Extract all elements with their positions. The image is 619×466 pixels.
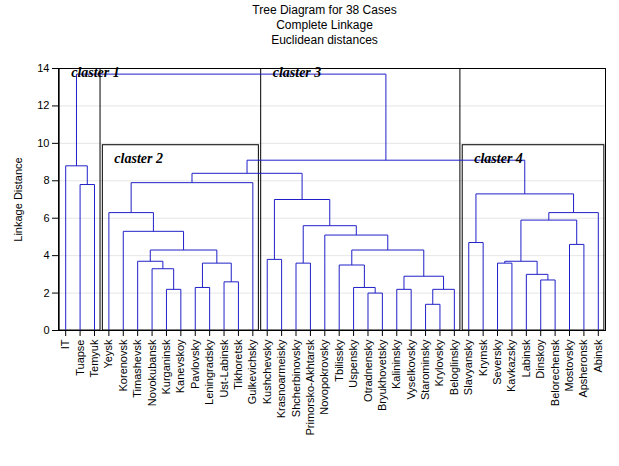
svg-text:Shcherbinovsky: Shcherbinovsky [290, 339, 302, 417]
svg-text:6: 6 [43, 212, 49, 224]
svg-text:2: 2 [43, 287, 49, 299]
svg-text:Novokubansk: Novokubansk [146, 339, 158, 406]
svg-text:Krasnoarmeisky: Krasnoarmeisky [275, 339, 287, 418]
svg-text:Apsheronsk: Apsheronsk [577, 339, 589, 398]
svg-text:claster 1: claster 1 [71, 65, 120, 80]
svg-text:Krymsk: Krymsk [477, 339, 489, 376]
svg-text:Tikhoretsk: Tikhoretsk [232, 339, 244, 390]
svg-text:Tbilissky: Tbilissky [333, 339, 345, 382]
svg-text:Kushchevsky: Kushchevsky [261, 339, 273, 404]
svg-text:12: 12 [37, 99, 49, 111]
svg-text:4: 4 [43, 249, 49, 261]
svg-text:Gulkevichsky: Gulkevichsky [246, 339, 258, 404]
svg-text:Mostovsky: Mostovsky [563, 339, 575, 391]
svg-text:Kurganinsk: Kurganinsk [160, 339, 172, 395]
svg-text:Slavyansky: Slavyansky [462, 339, 474, 395]
svg-text:Starominsky: Starominsky [419, 339, 431, 400]
svg-text:Bryukhovetsky: Bryukhovetsky [376, 339, 388, 411]
svg-text:0: 0 [43, 324, 49, 336]
svg-text:Dinskoy: Dinskoy [534, 339, 546, 379]
svg-text:Linkage Distance: Linkage Distance [12, 157, 24, 241]
svg-text:Belorechensk: Belorechensk [549, 339, 561, 406]
html-text:Euclidean distances: Euclidean distances [271, 33, 378, 47]
svg-text:Beloglinsky: Beloglinsky [448, 339, 460, 395]
svg-text:Ust-Labinsk: Ust-Labinsk [218, 339, 230, 398]
svg-text:8: 8 [43, 174, 49, 186]
svg-text:Vyselkovsky: Vyselkovsky [405, 339, 417, 400]
svg-text:Abinsk: Abinsk [592, 339, 604, 373]
svg-text:Uspensky: Uspensky [347, 339, 359, 388]
svg-text:Pavlovsky: Pavlovsky [189, 339, 201, 389]
svg-text:claster 2: claster 2 [114, 151, 163, 166]
svg-text:Labinsk: Labinsk [520, 339, 532, 377]
svg-text:Leningradsky: Leningradsky [203, 339, 215, 405]
html-text:Complete Linkage: Complete Linkage [276, 18, 373, 32]
svg-text:IT: IT [59, 339, 71, 349]
svg-text:Kalininsky: Kalininsky [390, 339, 402, 389]
svg-text:Kanevskoy: Kanevskoy [174, 339, 186, 393]
svg-text:10: 10 [37, 137, 49, 149]
svg-text:Krylovsky: Krylovsky [433, 339, 445, 387]
svg-text:claster 4: claster 4 [474, 151, 523, 166]
svg-text:Yeysk: Yeysk [102, 339, 114, 368]
svg-text:Temyuk: Temyuk [88, 339, 100, 377]
svg-text:Primorsko-Akhtarsk: Primorsko-Akhtarsk [304, 339, 316, 435]
svg-text:Seversky: Seversky [491, 339, 503, 385]
svg-text:Tuapse: Tuapse [74, 340, 86, 376]
svg-text:claster 3: claster 3 [273, 65, 322, 80]
svg-text:Timashevsk: Timashevsk [131, 339, 143, 398]
html-text:Tree Diagram for 38 Cases: Tree Diagram for 38 Cases [252, 3, 397, 17]
svg-text:Kavkazsky: Kavkazsky [505, 339, 517, 392]
svg-text:Korenovsk: Korenovsk [117, 339, 129, 391]
svg-text:Novopokrovsky: Novopokrovsky [318, 339, 330, 415]
svg-text:14: 14 [37, 62, 49, 74]
svg-text:Otradnensky: Otradnensky [362, 339, 374, 402]
